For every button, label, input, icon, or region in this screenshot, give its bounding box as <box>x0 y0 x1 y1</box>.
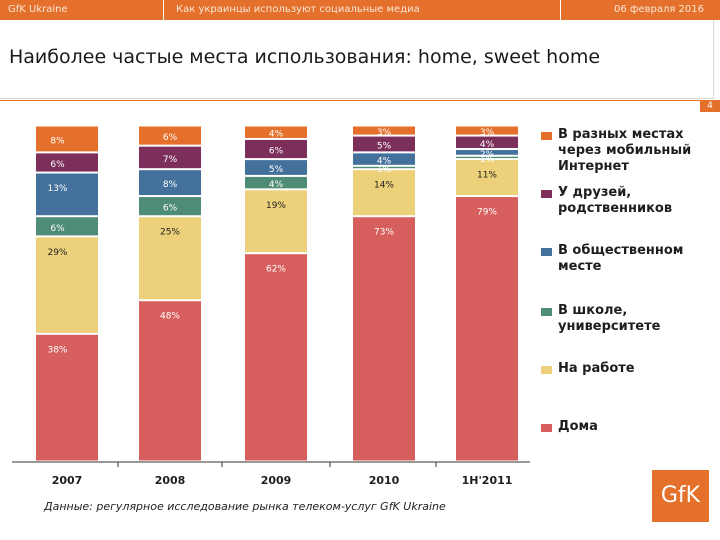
data-label-work-2009: 19% <box>266 201 286 211</box>
bar-segment-public-2008 <box>138 169 202 197</box>
bar-segment-public-2007 <box>35 172 99 217</box>
bar-segment-school-2010 <box>352 165 416 170</box>
bar-segment-work-1H'2011 <box>455 159 519 197</box>
legend-swatch <box>541 248 552 256</box>
bar-segment-friends-2007 <box>35 152 99 173</box>
bar-segment-home-2008 <box>138 300 202 462</box>
legend-swatch <box>541 308 552 316</box>
data-label-home-1H'2011: 79% <box>477 208 497 218</box>
data-label-public-2010: 4% <box>377 157 392 167</box>
bar-segment-public-2009 <box>244 159 308 176</box>
data-label-school-1H'2011: 1% <box>480 155 495 165</box>
legend-label: На работе <box>558 361 635 376</box>
bar-segment-mobile-2010 <box>352 125 416 136</box>
data-label-home-2010: 73% <box>374 228 394 238</box>
data-label-friends-2010: 5% <box>377 141 392 151</box>
x-tick-label: 2007 <box>52 474 83 487</box>
data-label-home-2008: 48% <box>160 312 180 322</box>
data-label-mobile-2009: 4% <box>269 130 284 140</box>
header-date: 06 февраля 2016 <box>614 4 705 15</box>
data-label-friends-2008: 7% <box>163 155 178 165</box>
data-label-school-2007: 6% <box>50 224 65 234</box>
data-label-public-2008: 8% <box>163 180 178 190</box>
data-label-public-2009: 5% <box>269 165 284 175</box>
data-label-public-1H'2011: 2% <box>480 150 495 160</box>
title-panel <box>0 20 714 99</box>
bar-segment-work-2008 <box>138 216 202 301</box>
legend-swatch <box>541 366 552 374</box>
data-label-school-2008: 6% <box>163 204 178 214</box>
data-label-home-2009: 62% <box>266 265 286 275</box>
bar-segment-school-1H'2011 <box>455 155 519 160</box>
legend-swatch <box>541 424 552 432</box>
bar-segment-public-2010 <box>352 152 416 166</box>
title-underline <box>0 100 720 101</box>
bar-segment-friends-1H'2011 <box>455 135 519 150</box>
bar-segment-work-2010 <box>352 169 416 217</box>
header-divider <box>163 0 164 20</box>
data-label-work-2010: 14% <box>374 181 394 191</box>
bar-segment-school-2007 <box>35 216 99 237</box>
bar-segment-home-1H'2011 <box>455 196 519 462</box>
bar-segment-public-1H'2011 <box>455 149 519 156</box>
footnote: Данные: регулярное исследование рынка те… <box>44 500 446 513</box>
legend-swatch <box>541 132 552 140</box>
bar-segment-mobile-2008 <box>138 125 202 146</box>
legend-swatch <box>541 190 552 198</box>
bar-segment-mobile-1H'2011 <box>455 125 519 136</box>
bar-segment-friends-2008 <box>138 145 202 170</box>
header-company: GfK Ukraine <box>8 4 68 15</box>
data-label-friends-1H'2011: 4% <box>480 140 495 150</box>
page-number: 4 <box>700 101 720 112</box>
data-label-friends-2007: 6% <box>50 160 65 170</box>
data-label-mobile-1H'2011: 3% <box>480 128 495 138</box>
bar-segment-work-2007 <box>35 236 99 334</box>
header-topic: Как украинцы используют социальные медиа <box>176 4 420 15</box>
bar-segment-mobile-2007 <box>35 125 99 153</box>
legend-label: В разных местах через мобильный Интернет <box>558 127 692 174</box>
bar-segment-home-2007 <box>35 333 99 462</box>
data-label-public-2007: 13% <box>47 184 67 194</box>
header-divider <box>560 0 561 20</box>
bar-segment-friends-2009 <box>244 138 308 160</box>
page-title: Наиболее частые места использования: hom… <box>9 46 601 68</box>
x-tick-label: 2010 <box>369 474 400 487</box>
data-label-mobile-2007: 8% <box>50 136 65 146</box>
bar-segment-mobile-2009 <box>244 125 308 139</box>
data-label-mobile-2008: 6% <box>163 133 178 143</box>
legend-label: В общественном месте <box>558 243 684 274</box>
data-label-home-2007: 38% <box>47 345 67 355</box>
gfk-logo: GfK <box>652 470 709 522</box>
bar-segment-school-2009 <box>244 175 308 190</box>
legend-label: Дома <box>558 419 598 434</box>
bar-segment-home-2009 <box>244 253 308 462</box>
data-label-mobile-2010: 3% <box>377 128 392 138</box>
bar-segment-home-2010 <box>352 216 416 462</box>
data-label-work-1H'2011: 11% <box>477 171 497 181</box>
data-label-school-2009: 4% <box>269 180 284 190</box>
bar-segment-school-2008 <box>138 196 202 217</box>
x-tick-label: 2008 <box>155 474 186 487</box>
x-tick-label: 1H'2011 <box>462 474 513 487</box>
data-label-work-2008: 25% <box>160 228 180 238</box>
x-tick-label: 2009 <box>261 474 292 487</box>
legend-label: У друзей, родственников <box>558 185 673 216</box>
bar-segment-work-2009 <box>244 189 308 254</box>
bar-segment-friends-2010 <box>352 135 416 153</box>
legend-label: В школе, университете <box>558 303 661 334</box>
data-label-friends-2009: 6% <box>269 147 284 157</box>
header-bar: GfK Ukraine Как украинцы используют соци… <box>0 0 720 20</box>
data-label-work-2007: 29% <box>47 248 67 258</box>
data-label-school-2010: 1% <box>377 165 392 175</box>
